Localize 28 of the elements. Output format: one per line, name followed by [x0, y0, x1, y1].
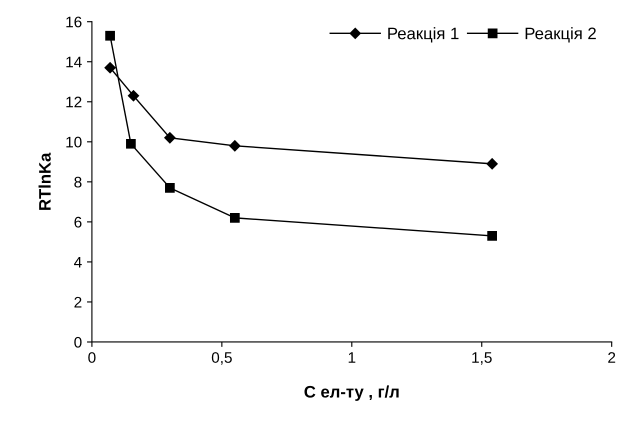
- y-tick-label: 14: [66, 56, 82, 68]
- x-tick-label: 1,5: [472, 352, 492, 365]
- y-tick-label: 16: [66, 16, 82, 28]
- y-tick-label: 0: [74, 336, 82, 348]
- y-axis-title: RTlnKa: [38, 152, 51, 210]
- x-tick-label: 0: [88, 352, 96, 363]
- point: [165, 182, 175, 193]
- x-tick-label: 0,5: [212, 352, 232, 365]
- y-tick-label: 4: [74, 256, 82, 268]
- point: [105, 30, 115, 41]
- point: [164, 132, 176, 144]
- y-tick-label: 8: [74, 176, 82, 188]
- x-tick-label: 2: [608, 352, 616, 363]
- y-tick-label: 10: [66, 136, 82, 148]
- point: [128, 90, 140, 102]
- y-tick-label: 6: [74, 216, 82, 228]
- point: [486, 158, 498, 170]
- point: [229, 140, 240, 152]
- legend-label: Реакція 1: [388, 27, 458, 42]
- point: [230, 213, 240, 223]
- legend-label: Реакція 2: [526, 27, 596, 42]
- point: [104, 62, 116, 74]
- point: [126, 138, 136, 149]
- y-tick-label: 2: [74, 296, 82, 308]
- point: [487, 231, 497, 241]
- x-axis-title: С ел-ту , г/л: [304, 385, 399, 401]
- y-tick-label: 12: [66, 96, 82, 108]
- x-tick-label: 1: [348, 352, 356, 363]
